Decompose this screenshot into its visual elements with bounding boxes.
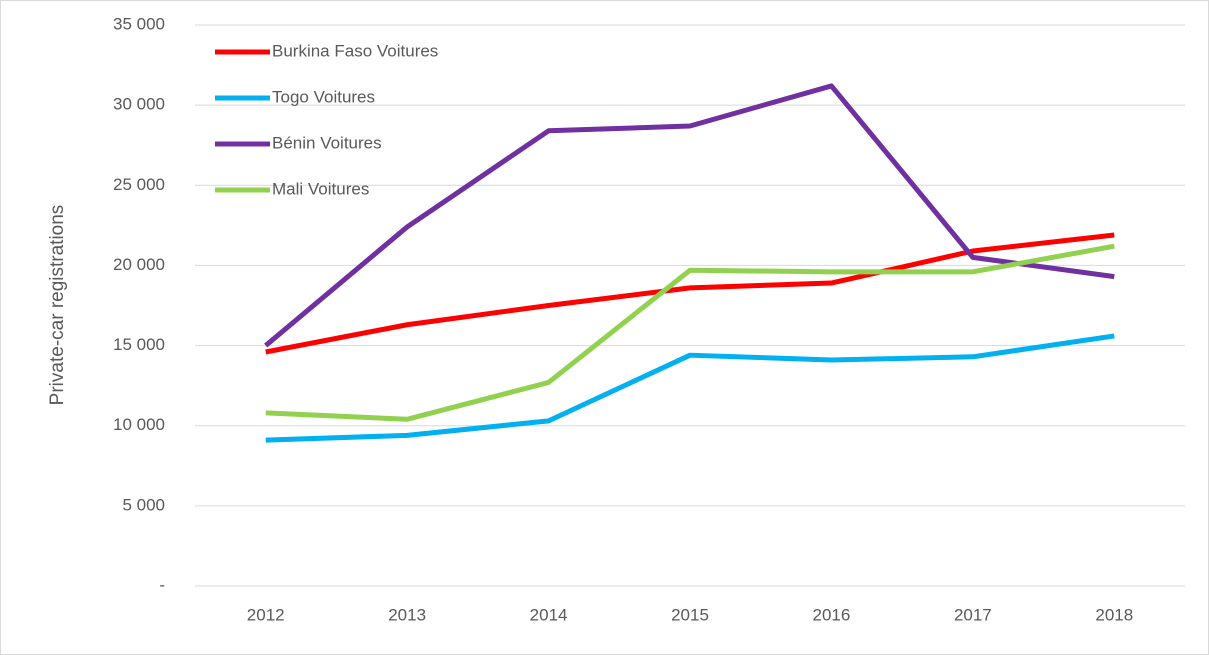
y-tick-label: 10 000 <box>113 415 165 434</box>
y-tick-label: 20 000 <box>113 255 165 274</box>
x-tick-label: 2012 <box>247 605 285 624</box>
y-tick-label: 5 000 <box>122 495 165 514</box>
y-tick-label: - <box>159 575 165 594</box>
x-tick-label: 2013 <box>388 605 426 624</box>
x-tick-label: 2014 <box>530 605 568 624</box>
legend-label: Bénin Voitures <box>272 133 382 152</box>
y-tick-label: 30 000 <box>113 95 165 114</box>
x-tick-label: 2015 <box>671 605 709 624</box>
x-tick-label: 2017 <box>954 605 992 624</box>
x-tick-label: 2016 <box>813 605 851 624</box>
series-line <box>265 333 1115 443</box>
x-tick-label: 2018 <box>1095 605 1133 624</box>
y-tick-label: 15 000 <box>113 335 165 354</box>
legend-label: Togo Voitures <box>272 87 375 106</box>
legend-label: Burkina Faso Voitures <box>272 41 438 60</box>
y-axis-label: Private-car registrations <box>47 205 68 406</box>
series-line <box>265 232 1115 355</box>
y-tick-label: 25 000 <box>113 175 165 194</box>
legend-label: Mali Voitures <box>272 179 369 198</box>
y-tick-label: 35 000 <box>113 14 165 33</box>
series-line <box>265 243 1115 422</box>
series-line <box>264 83 1115 348</box>
